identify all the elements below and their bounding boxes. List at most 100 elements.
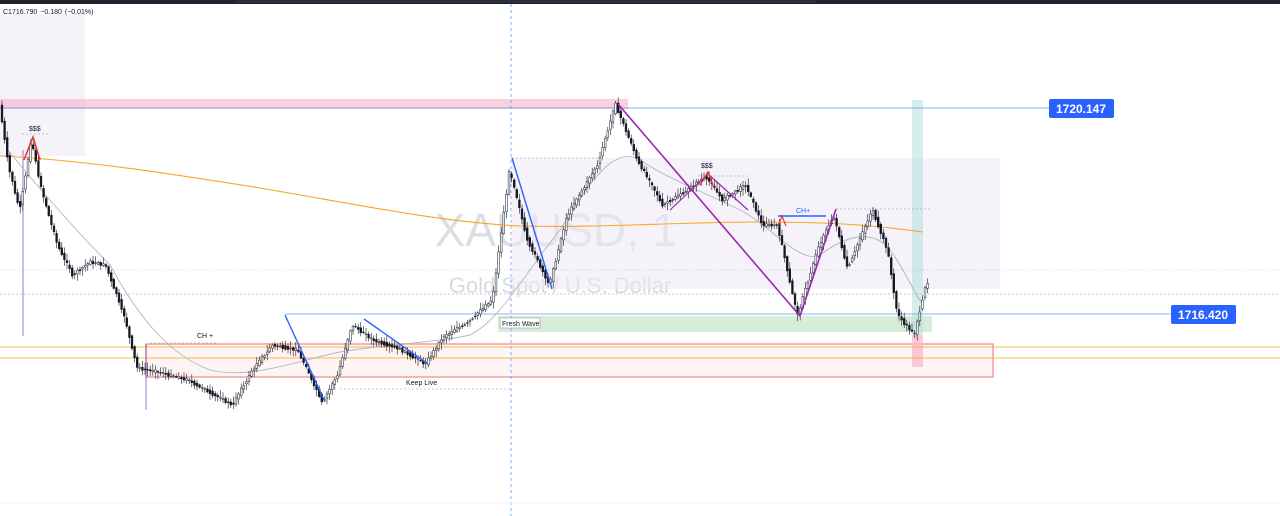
candle-body: [494, 272, 498, 293]
annotation-ch-left: CH +: [197, 333, 213, 340]
candle-body: [838, 227, 841, 237]
blue-wave-left[interactable]: [284, 314, 326, 403]
candle-body: [591, 173, 594, 179]
candle-body: [110, 272, 113, 282]
candle-body: [856, 244, 859, 252]
candle-body: [16, 192, 19, 203]
candle-body: [531, 243, 534, 252]
candle-body: [159, 372, 162, 374]
candle-body: [897, 309, 901, 317]
candle-body: [143, 368, 147, 371]
purple-trendline[interactable]: [617, 103, 837, 318]
candle-body: [221, 398, 225, 401]
candle-body: [432, 350, 435, 357]
candle-body: [604, 137, 607, 149]
candle-body: [910, 329, 914, 332]
lavender-zone-left[interactable]: [0, 14, 85, 156]
blue-wave-right[interactable]: [511, 157, 553, 290]
candle-body: [445, 334, 448, 338]
candle-body: [788, 268, 791, 283]
candle-body: [653, 186, 656, 191]
candle-body: [770, 223, 773, 227]
candle-body: [658, 194, 661, 202]
red-outline-demand-zone[interactable]: [145, 343, 994, 378]
candle-body: [474, 315, 477, 318]
candle-body: [536, 256, 539, 261]
candle-body: [817, 246, 820, 257]
candle-body: [26, 159, 30, 176]
annotation-keep-live: Keep Live: [406, 380, 437, 387]
candle-body: [156, 371, 160, 373]
red-spike-right[interactable]: [699, 170, 715, 189]
candle-body: [164, 373, 167, 375]
position-stop-zone[interactable]: [912, 335, 923, 367]
green-demand-zone[interactable]: [498, 316, 932, 332]
candle-body: [874, 209, 877, 221]
candle-body: [175, 376, 178, 378]
candle-body: [754, 202, 758, 212]
lavender-range-zone[interactable]: [512, 158, 1000, 289]
candle-body: [913, 332, 916, 335]
candle-body: [721, 194, 724, 202]
candle-body: [71, 267, 74, 277]
candle-body: [650, 182, 654, 186]
candle-body: [622, 118, 625, 124]
candle-body: [333, 379, 336, 385]
candle-body: [42, 188, 45, 198]
candle-body: [879, 223, 882, 234]
candle-body: [481, 308, 485, 311]
candle-body: [273, 344, 277, 347]
candle-body: [39, 175, 43, 187]
candle-body: [476, 312, 479, 316]
candle-body: [123, 308, 126, 317]
candle-body: [216, 395, 219, 398]
candle-body: [89, 260, 92, 265]
candle-body: [0, 104, 4, 123]
red-spike-left[interactable]: [23, 134, 41, 161]
candle-body: [169, 373, 173, 377]
candle-body: [458, 326, 461, 329]
candle-body: [744, 185, 747, 187]
candle-body: [908, 325, 911, 331]
candle-body: [146, 369, 149, 371]
candle-body: [609, 120, 612, 130]
candle-body: [292, 347, 295, 351]
candle-body: [372, 338, 375, 341]
position-target-zone[interactable]: [912, 100, 923, 335]
candle-body: [375, 339, 378, 343]
candle-body: [117, 292, 121, 303]
candle-body: [37, 160, 40, 177]
candle-body: [671, 199, 674, 201]
candle-body: [364, 333, 368, 335]
candle-body: [541, 265, 544, 273]
candle-body: [177, 375, 180, 379]
candle-body: [232, 402, 235, 405]
candle-body: [866, 220, 869, 227]
candle-body: [780, 235, 784, 245]
candle-body: [138, 366, 141, 369]
candle-body: [377, 341, 381, 343]
candle-body: [528, 237, 531, 247]
candle-body: [247, 374, 251, 382]
candle-body: [471, 318, 474, 320]
candle-body: [224, 398, 227, 403]
candle-body: [357, 327, 360, 330]
candle-body: [773, 224, 776, 226]
candle-body: [765, 223, 768, 227]
annotation-liquidity-right: $$$: [701, 163, 713, 170]
candle-body: [871, 210, 875, 216]
candle-body: [588, 177, 591, 184]
candle-body: [346, 339, 349, 350]
pink-supply-zone[interactable]: [0, 99, 628, 109]
candle-body: [307, 368, 310, 374]
candle-body: [182, 377, 186, 381]
candle-body: [786, 256, 789, 272]
candle-body: [180, 377, 183, 380]
candle-body: [453, 329, 456, 333]
purple-mini-wave[interactable]: [669, 173, 749, 211]
candle-body: [190, 380, 193, 383]
blue-wave-mid[interactable]: [363, 318, 429, 365]
candle-body: [120, 299, 123, 310]
candle-body: [136, 356, 139, 368]
